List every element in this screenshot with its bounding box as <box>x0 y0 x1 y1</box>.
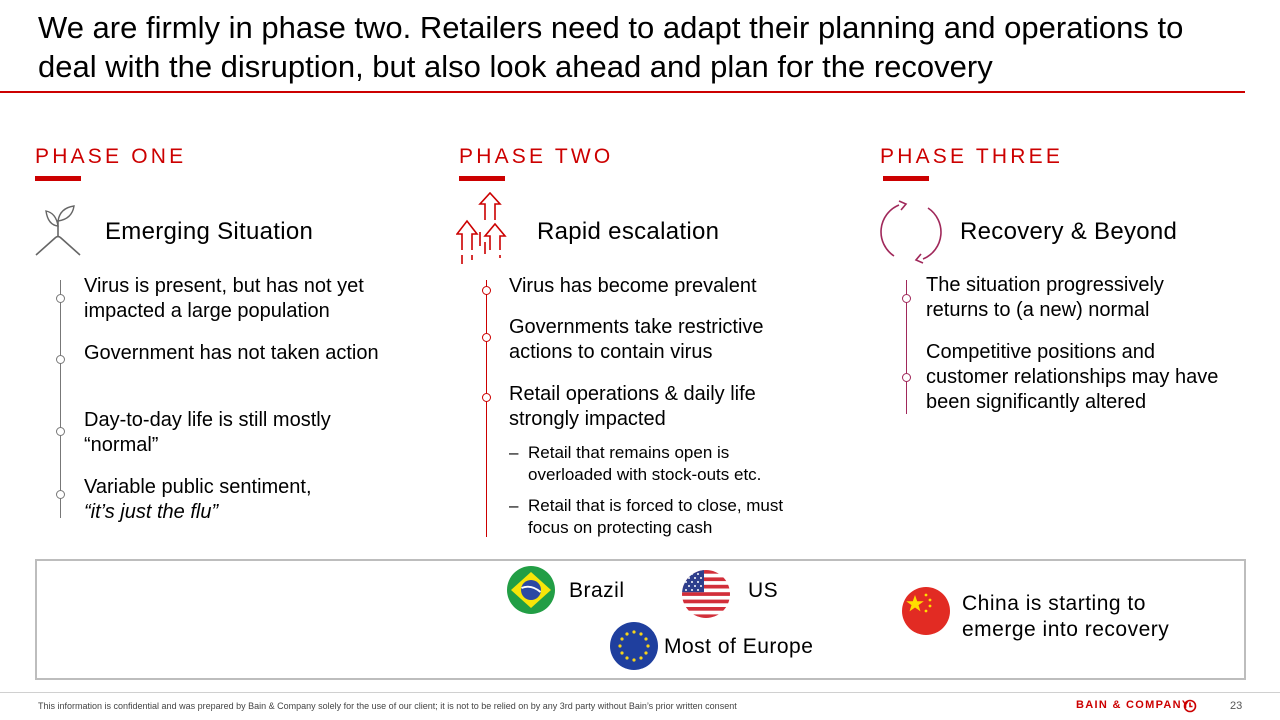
phase-one-label: PHASE ONE <box>35 145 187 168</box>
timeline-node <box>56 294 65 303</box>
dash-marker: – <box>509 496 519 515</box>
phase-one-underline <box>35 176 81 181</box>
timeline-node <box>902 373 911 382</box>
bain-logo-icon <box>1183 699 1197 718</box>
phase-two-sub-bullet: – Retail that is forced to close, must f… <box>509 495 819 539</box>
country-brazil: Brazil <box>569 579 625 602</box>
timeline-node <box>482 286 491 295</box>
phase-two-underline <box>459 176 505 181</box>
phase-three-bullet: Competitive positions and customer relat… <box>926 341 1219 413</box>
phase-two-heading: Rapid escalation <box>537 218 720 245</box>
title-divider <box>0 91 1245 93</box>
timeline-node <box>482 333 491 342</box>
eu-flag-icon <box>610 622 658 670</box>
phase-one-heading: Emerging Situation <box>105 218 314 245</box>
brand-logo-text: BAIN & COMPANY <box>1076 699 1191 711</box>
phase-three-bullet: The situation progressively returns to (… <box>926 274 1164 321</box>
dash-marker: – <box>509 443 519 462</box>
cycle-arrows-icon <box>878 199 944 270</box>
us-flag-icon <box>682 570 730 618</box>
bullet-text: Variable public sentiment, <box>84 476 312 498</box>
phase-one-bullet: Variable public sentiment, “it’s just th… <box>84 475 404 525</box>
phase-one-timeline <box>60 280 61 518</box>
phase-two-bullet: Virus has become prevalent <box>509 275 757 297</box>
phase-two-bullet: Governments take restrictive actions to … <box>509 316 764 363</box>
country-china: China is starting to emerge into recover… <box>962 592 1170 641</box>
brazil-flag-icon <box>507 566 555 614</box>
phase-two-label: PHASE TWO <box>459 145 614 168</box>
phase-one-bullet: Virus is present, but has not yet impact… <box>84 275 364 322</box>
country-us: US <box>748 579 779 602</box>
phase-two-sub-bullet: – Retail that remains open is overloaded… <box>509 442 809 486</box>
timeline-node <box>902 294 911 303</box>
timeline-node <box>56 355 65 364</box>
escalating-arrows-icon <box>455 191 520 273</box>
slide-title: We are firmly in phase two. Retailers ne… <box>38 10 1184 84</box>
phase-three-heading: Recovery & Beyond <box>960 218 1178 245</box>
bullet-italic-quote: “it’s just the flu” <box>84 501 219 523</box>
timeline-node <box>482 393 491 402</box>
phase-two-bullet: Retail operations & daily life strongly … <box>509 383 756 430</box>
country-europe: Most of Europe <box>664 635 814 658</box>
timeline-node <box>56 427 65 436</box>
phase-two-timeline <box>486 280 487 537</box>
sub-bullet-text: Retail that is forced to close, must foc… <box>528 496 784 537</box>
phase-three-underline <box>883 176 929 181</box>
china-flag-icon <box>902 587 950 635</box>
confidentiality-note: This information is confidential and was… <box>38 701 737 711</box>
phase-one-bullet: Day-to-day life is still mostly “normal” <box>84 409 331 456</box>
phase-one-bullet: Government has not taken action <box>84 342 379 364</box>
phase-three-timeline <box>906 280 907 414</box>
footer-divider <box>0 692 1280 693</box>
page-number: 23 <box>1230 700 1243 712</box>
country-status-box <box>35 559 1246 680</box>
plant-sprout-icon <box>34 203 82 262</box>
sub-bullet-text: Retail that remains open is overloaded w… <box>528 443 762 484</box>
timeline-node <box>56 490 65 499</box>
phase-three-label: PHASE THREE <box>880 145 1064 168</box>
